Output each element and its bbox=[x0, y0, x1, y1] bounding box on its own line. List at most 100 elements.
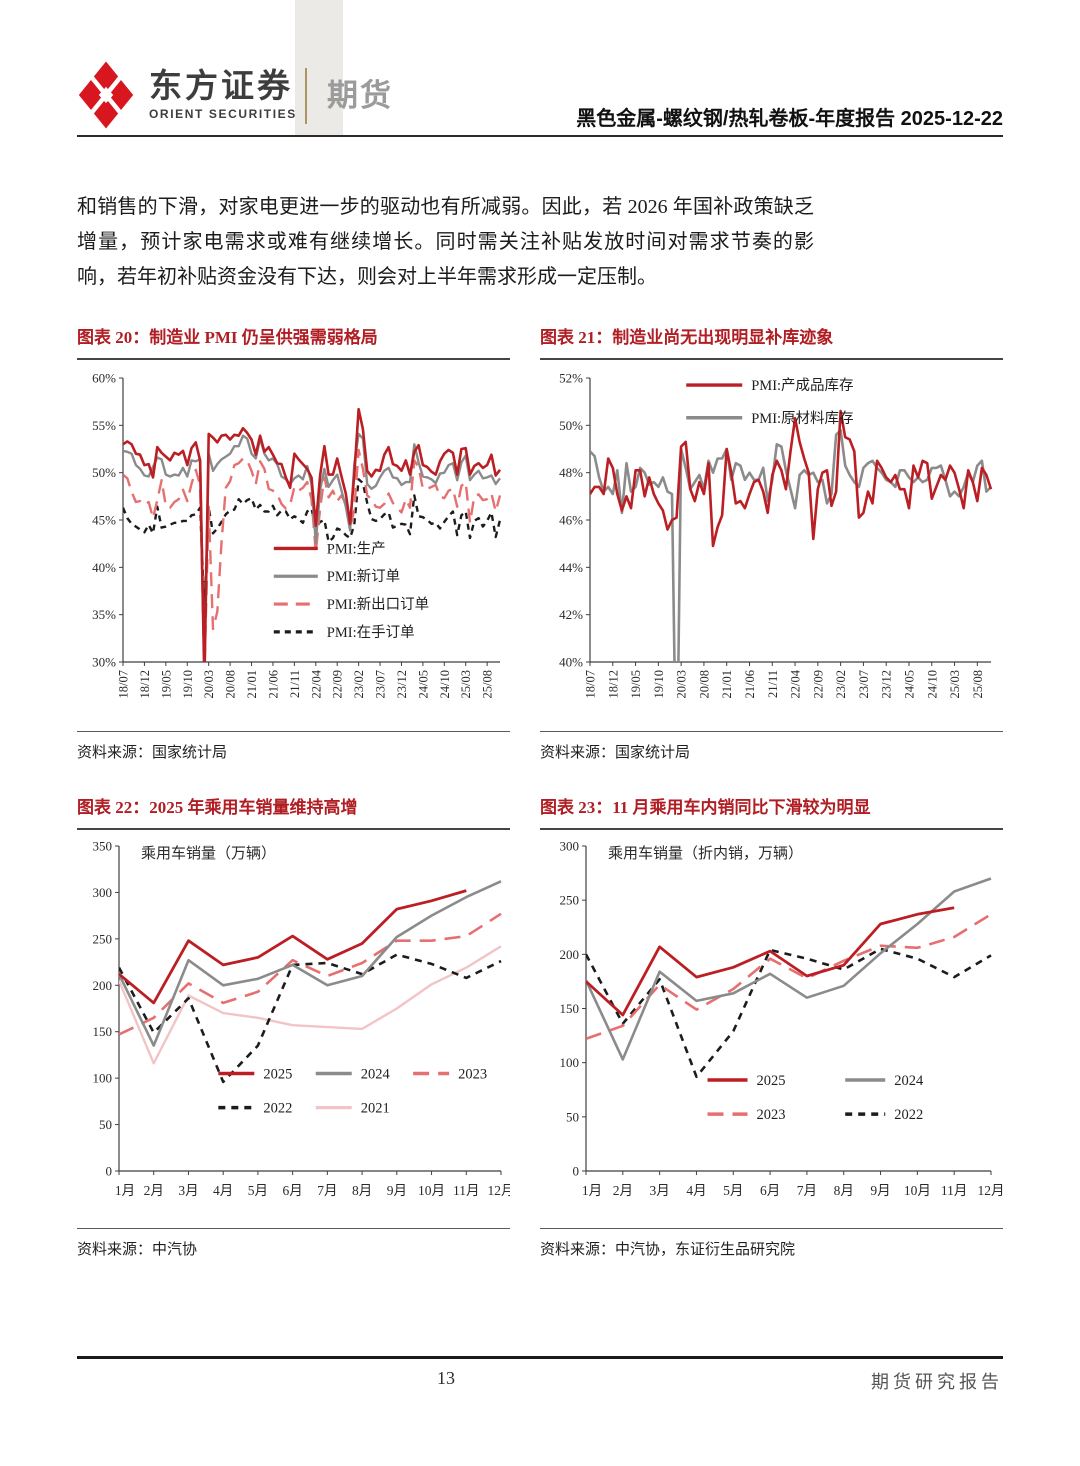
svg-text:55%: 55% bbox=[92, 418, 116, 433]
svg-text:24/10: 24/10 bbox=[438, 670, 452, 698]
svg-text:20/03: 20/03 bbox=[675, 670, 689, 698]
svg-text:18/07: 18/07 bbox=[584, 670, 598, 698]
svg-text:42%: 42% bbox=[559, 607, 583, 622]
svg-text:21/01: 21/01 bbox=[720, 670, 734, 698]
figure-22-source: 资料来源：中汽协 bbox=[77, 1228, 510, 1259]
svg-text:乘用车销量（折内销，万辆）: 乘用车销量（折内销，万辆） bbox=[608, 845, 803, 862]
figure-20: 图表 20：制造业 PMI 仍呈供强需弱格局 30% 35% 40% 45% 50% 55… bbox=[77, 326, 510, 762]
svg-text:150: 150 bbox=[560, 1001, 580, 1016]
figure-21-title: 图表 21：制造业尚无出现明显补库迹象 bbox=[540, 326, 1003, 360]
logo-text: 东方证券 ORIENT SECURITIES bbox=[149, 67, 297, 122]
svg-text:22/04: 22/04 bbox=[309, 669, 323, 698]
svg-text:乘用车销量（万辆）: 乘用车销量（万辆） bbox=[141, 845, 276, 862]
svg-text:23/07: 23/07 bbox=[857, 670, 871, 698]
svg-text:2025: 2025 bbox=[263, 1067, 292, 1083]
svg-text:21/01: 21/01 bbox=[245, 670, 259, 698]
svg-text:40%: 40% bbox=[92, 560, 116, 575]
brand-name-en: ORIENT SECURITIES bbox=[149, 107, 297, 121]
svg-text:25/03: 25/03 bbox=[459, 670, 473, 698]
figure-20-source: 资料来源：国家统计局 bbox=[77, 731, 510, 762]
svg-text:2月: 2月 bbox=[144, 1183, 164, 1198]
svg-text:3月: 3月 bbox=[650, 1183, 670, 1198]
svg-text:9月: 9月 bbox=[870, 1183, 890, 1198]
doc-title: 黑色金属-螺纹钢/热轧卷板-年度报告 2025-12-22 bbox=[576, 108, 1003, 130]
figure-23-chart: 0 50 100 150 200 250 300 1月 2月 3月 4月 5月 6月 7月 8月 9月 10月 1… bbox=[540, 832, 1005, 1222]
svg-text:44%: 44% bbox=[559, 560, 583, 575]
svg-text:12月: 12月 bbox=[488, 1183, 511, 1198]
svg-text:35%: 35% bbox=[92, 607, 116, 622]
svg-text:23/02: 23/02 bbox=[834, 670, 848, 698]
line-chart-svg: 30% 35% 40% 45% 50% 55% 60% 18/07 18/12 19/05 19/1… bbox=[92, 371, 502, 698]
svg-text:50: 50 bbox=[99, 1117, 112, 1132]
svg-text:100: 100 bbox=[560, 1055, 580, 1070]
svg-text:50%: 50% bbox=[92, 465, 116, 480]
svg-text:11月: 11月 bbox=[941, 1183, 968, 1198]
svg-text:PMI:生产: PMI:生产 bbox=[327, 540, 386, 557]
svg-text:11月: 11月 bbox=[453, 1183, 480, 1198]
figure-21: 图表 21：制造业尚无出现明显补库迹象 40% 42% 44% 46% 48% 50% 52… bbox=[540, 326, 1003, 762]
svg-text:21/11: 21/11 bbox=[766, 670, 780, 698]
svg-text:PMI:产成品库存: PMI:产成品库存 bbox=[751, 377, 853, 394]
svg-text:PMI:新出口订单: PMI:新出口订单 bbox=[327, 596, 429, 613]
svg-text:23/12: 23/12 bbox=[880, 670, 894, 698]
page-number: 13 bbox=[437, 1368, 455, 1388]
svg-text:250: 250 bbox=[93, 931, 113, 946]
svg-text:25/08: 25/08 bbox=[971, 670, 985, 698]
svg-text:2021: 2021 bbox=[361, 1101, 390, 1117]
svg-text:30%: 30% bbox=[92, 655, 116, 670]
svg-text:23/02: 23/02 bbox=[352, 670, 366, 698]
svg-text:300: 300 bbox=[560, 839, 580, 854]
svg-text:8月: 8月 bbox=[352, 1183, 372, 1198]
figure-20-title: 图表 20：制造业 PMI 仍呈供强需弱格局 bbox=[77, 326, 510, 360]
svg-text:22/04: 22/04 bbox=[789, 669, 803, 698]
figure-23: 图表 23：11 月乘用车内销同比下滑较为明显 0 50 100 150 200 250 3… bbox=[540, 796, 1005, 1259]
svg-text:0: 0 bbox=[573, 1164, 580, 1179]
line-chart-svg: 40% 42% 44% 46% 48% 50% 52% 18/07 18/12 19/05 19/1… bbox=[559, 371, 993, 698]
footer-rule bbox=[77, 1356, 1003, 1359]
svg-text:45%: 45% bbox=[92, 513, 116, 528]
svg-text:0: 0 bbox=[106, 1164, 113, 1179]
svg-text:52%: 52% bbox=[559, 371, 583, 386]
svg-text:24/05: 24/05 bbox=[416, 670, 430, 698]
svg-text:2024: 2024 bbox=[361, 1067, 391, 1083]
svg-text:10月: 10月 bbox=[904, 1183, 931, 1198]
svg-text:48%: 48% bbox=[559, 465, 583, 480]
svg-text:PMI:新订单: PMI:新订单 bbox=[327, 568, 400, 585]
svg-text:46%: 46% bbox=[559, 513, 583, 528]
svg-text:2023: 2023 bbox=[458, 1067, 487, 1083]
svg-text:24/10: 24/10 bbox=[925, 670, 939, 698]
report-type-label: 期货研究报告 bbox=[871, 1372, 1003, 1392]
svg-text:100: 100 bbox=[93, 1071, 113, 1086]
svg-text:200: 200 bbox=[93, 978, 113, 993]
svg-text:5月: 5月 bbox=[248, 1183, 268, 1198]
svg-text:1月: 1月 bbox=[582, 1183, 602, 1198]
figure-22: 图表 22：2025 年乘用车销量维持高增 0 50 100 150 200 250 300… bbox=[77, 796, 515, 1259]
svg-text:24/05: 24/05 bbox=[902, 670, 916, 698]
svg-text:10月: 10月 bbox=[418, 1183, 445, 1198]
svg-text:200: 200 bbox=[560, 947, 580, 962]
svg-text:PMI:原材料库存: PMI:原材料库存 bbox=[751, 410, 853, 427]
svg-text:4月: 4月 bbox=[213, 1183, 233, 1198]
figure-22-title: 图表 22：2025 年乘用车销量维持高增 bbox=[77, 796, 510, 830]
svg-text:19/10: 19/10 bbox=[652, 670, 666, 698]
logo-diamond-icon bbox=[78, 61, 134, 129]
svg-text:1月: 1月 bbox=[115, 1183, 135, 1198]
svg-text:22/09: 22/09 bbox=[811, 670, 825, 698]
svg-text:20/08: 20/08 bbox=[224, 670, 238, 698]
svg-text:9月: 9月 bbox=[387, 1183, 407, 1198]
division-label: 期货 bbox=[327, 78, 393, 113]
svg-text:19/05: 19/05 bbox=[159, 670, 173, 698]
svg-text:23/07: 23/07 bbox=[374, 670, 388, 698]
svg-text:18/07: 18/07 bbox=[117, 670, 131, 698]
svg-text:350: 350 bbox=[93, 839, 113, 854]
brand-name-cn: 东方证券 bbox=[149, 67, 293, 104]
figure-23-title: 图表 23：11 月乘用车内销同比下滑较为明显 bbox=[540, 796, 1003, 830]
svg-text:60%: 60% bbox=[92, 371, 116, 386]
svg-text:21/06: 21/06 bbox=[266, 670, 280, 698]
svg-text:2024: 2024 bbox=[894, 1073, 924, 1089]
header-gray-band bbox=[295, 0, 343, 137]
svg-text:8月: 8月 bbox=[834, 1183, 854, 1198]
svg-text:20/08: 20/08 bbox=[697, 670, 711, 698]
svg-text:2023: 2023 bbox=[757, 1107, 786, 1123]
